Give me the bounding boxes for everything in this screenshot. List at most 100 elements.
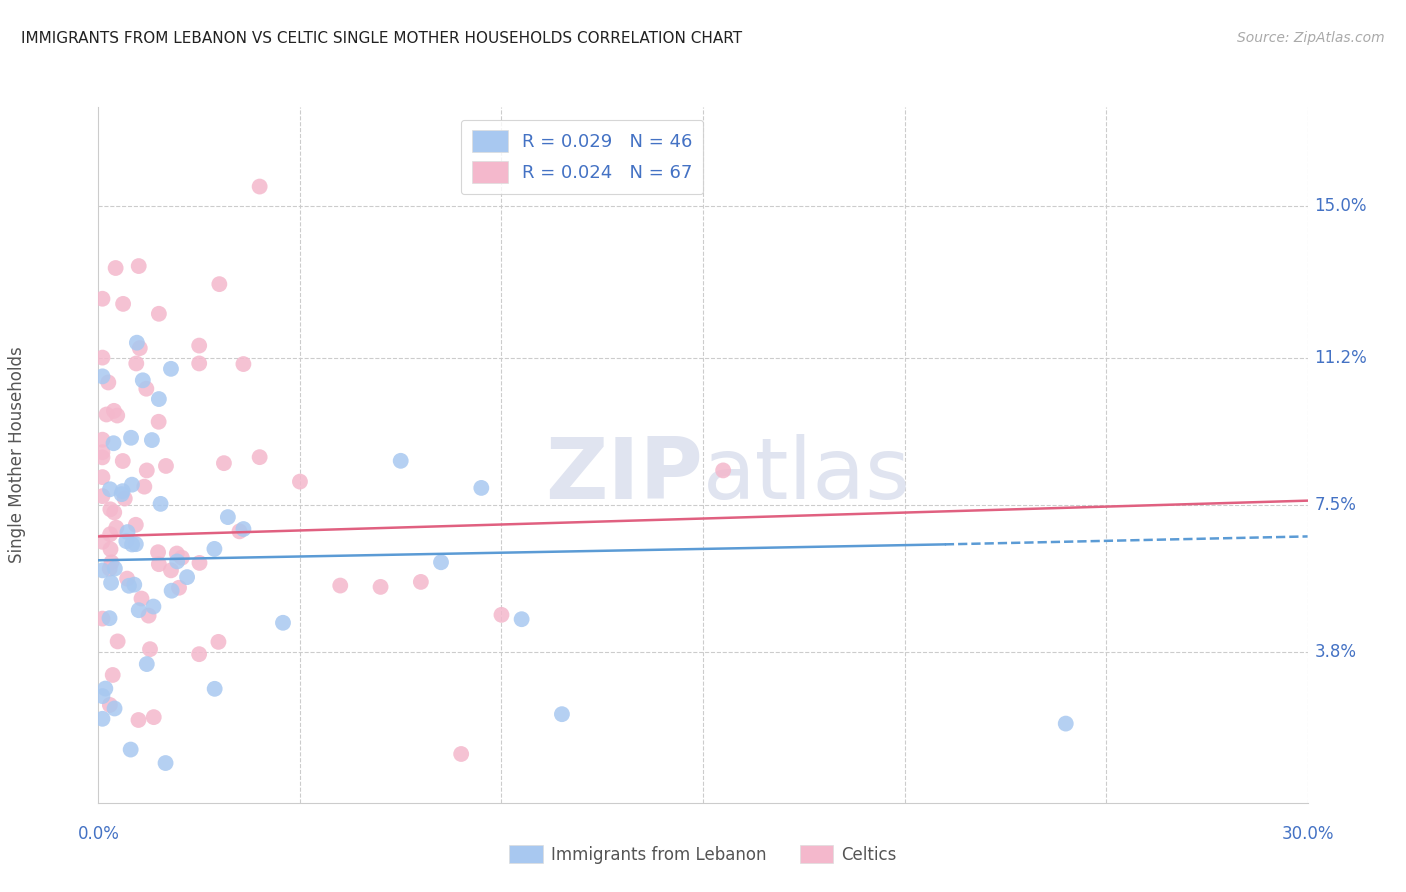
Point (166, 554, 188, 568)
Point (104, 561, 127, 575)
Point (138, 608, 160, 623)
Point (249, 179, 271, 194)
Point (167, 581, 190, 595)
Point (149, 497, 172, 511)
Point (110, 487, 132, 501)
Point (148, 392, 170, 406)
Point (117, 524, 139, 539)
Point (430, 555, 453, 569)
Point (188, 338, 211, 352)
Point (128, 341, 150, 355)
Point (94, 681, 117, 696)
Point (232, 522, 254, 536)
Point (204, 541, 226, 556)
Point (103, 701, 125, 715)
Point (98, 527, 121, 541)
Point (148, 415, 170, 429)
Point (160, 361, 183, 376)
Point (188, 356, 211, 370)
Point (91, 433, 114, 447)
Point (288, 475, 311, 489)
Point (491, 607, 513, 622)
Point (101, 668, 124, 682)
Point (125, 537, 148, 551)
Point (141, 433, 163, 447)
Point (91, 689, 114, 703)
Point (98, 482, 121, 496)
Point (207, 635, 229, 649)
Text: 0.0%: 0.0% (77, 825, 120, 843)
Point (510, 612, 533, 626)
Point (551, 707, 574, 722)
Point (212, 456, 235, 470)
Point (111, 454, 134, 468)
Legend: R = 0.029   N = 46, R = 0.024   N = 67: R = 0.029 N = 46, R = 0.024 N = 67 (461, 120, 703, 194)
Point (107, 634, 129, 648)
Point (450, 747, 472, 761)
Point (91, 563, 114, 577)
Point (104, 260, 127, 275)
Text: 15.0%: 15.0% (1315, 197, 1367, 216)
Point (91, 445, 114, 459)
Point (329, 578, 352, 592)
Point (170, 550, 193, 565)
Point (121, 477, 143, 491)
Point (105, 521, 128, 535)
Point (103, 404, 125, 418)
Point (188, 647, 211, 661)
Point (128, 603, 150, 617)
Point (91, 369, 114, 384)
Point (98, 611, 121, 625)
Point (115, 572, 138, 586)
Point (228, 524, 250, 539)
Point (204, 681, 226, 696)
Point (217, 510, 239, 524)
Point (208, 277, 231, 292)
Point (96, 408, 118, 422)
Point (91, 611, 114, 625)
Point (91, 470, 114, 484)
Point (125, 356, 148, 370)
Point (232, 357, 254, 371)
Point (91, 489, 114, 503)
Point (148, 557, 170, 571)
Point (91, 292, 114, 306)
Point (271, 615, 294, 630)
Point (131, 591, 153, 606)
Point (409, 574, 432, 589)
Text: atlas: atlas (703, 434, 911, 517)
Point (470, 481, 492, 495)
Text: 11.2%: 11.2% (1315, 349, 1368, 367)
Point (146, 545, 169, 559)
Point (112, 297, 135, 311)
Point (118, 579, 141, 593)
Point (127, 713, 149, 727)
Point (98, 698, 121, 712)
Point (711, 463, 734, 477)
Point (166, 547, 188, 561)
Point (249, 450, 271, 464)
Point (128, 259, 150, 273)
Point (160, 563, 183, 577)
Point (91, 712, 114, 726)
Point (135, 463, 157, 477)
Point (188, 556, 211, 570)
Point (155, 756, 177, 770)
Point (91, 351, 114, 365)
Point (97, 376, 120, 390)
Point (120, 431, 142, 445)
Point (91, 450, 114, 465)
Point (134, 480, 156, 494)
Point (125, 517, 148, 532)
Point (98, 561, 121, 575)
Point (115, 534, 138, 549)
Text: Single Mother Households: Single Mother Households (8, 347, 25, 563)
Text: ZIP: ZIP (546, 434, 703, 517)
Point (370, 580, 392, 594)
Point (1054, 716, 1077, 731)
Point (105, 409, 128, 423)
Point (91, 534, 114, 549)
Point (132, 373, 155, 387)
Point (114, 491, 136, 506)
Point (142, 599, 165, 614)
